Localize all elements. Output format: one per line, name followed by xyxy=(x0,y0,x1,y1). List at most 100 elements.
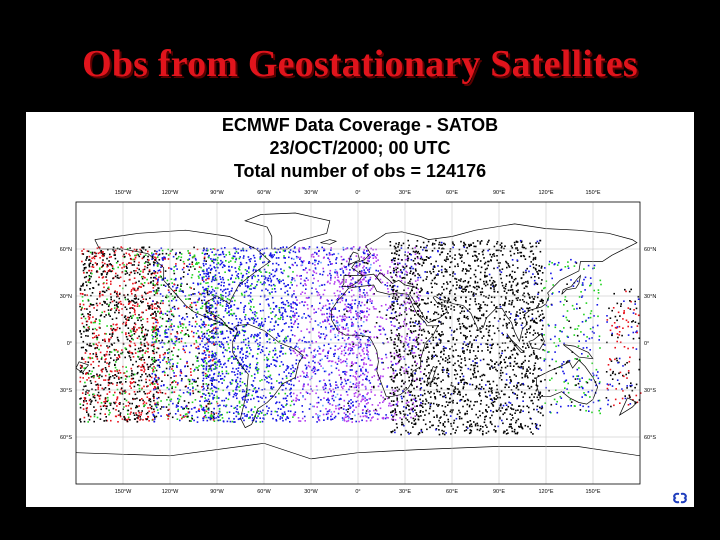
obs-point xyxy=(220,322,223,324)
obs-point xyxy=(221,266,224,269)
obs-point xyxy=(327,318,329,320)
obs-point xyxy=(130,367,133,370)
obs-point xyxy=(247,256,250,258)
obs-point xyxy=(204,360,206,362)
obs-point xyxy=(185,406,187,408)
obs-point xyxy=(254,340,257,343)
obs-point xyxy=(338,286,341,288)
obs-point xyxy=(250,301,252,303)
obs-point xyxy=(138,384,141,387)
obs-point xyxy=(182,407,184,410)
obs-point xyxy=(113,291,116,294)
obs-point xyxy=(319,410,322,412)
obs-point xyxy=(154,367,156,369)
obs-point xyxy=(277,317,280,320)
obs-point xyxy=(126,316,129,319)
obs-point xyxy=(344,328,346,330)
obs-point xyxy=(330,274,332,277)
obs-point xyxy=(143,344,146,347)
obs-point xyxy=(244,415,246,417)
obs-point xyxy=(128,274,131,276)
obs-point xyxy=(216,402,219,405)
obs-point xyxy=(79,398,81,400)
obs-point xyxy=(152,370,154,372)
obs-point xyxy=(266,334,268,337)
obs-point xyxy=(362,292,365,294)
obs-point xyxy=(164,270,167,272)
obs-point xyxy=(142,269,145,271)
obs-point xyxy=(102,405,105,407)
obs-point xyxy=(312,282,314,284)
obs-point xyxy=(207,329,210,331)
obs-point xyxy=(210,258,212,260)
obs-point xyxy=(362,372,364,375)
obs-point xyxy=(205,263,207,265)
obs-point xyxy=(194,257,197,260)
obs-point xyxy=(176,365,178,367)
obs-point xyxy=(141,354,144,356)
obs-point xyxy=(312,355,315,357)
obs-point xyxy=(196,366,199,369)
obs-point xyxy=(394,369,397,372)
obs-point xyxy=(104,355,106,357)
obs-point xyxy=(345,345,347,348)
obs-point xyxy=(298,247,301,249)
obs-point xyxy=(273,308,275,310)
obs-point xyxy=(188,263,191,265)
obs-point xyxy=(362,333,364,335)
obs-point xyxy=(266,279,269,281)
obs-point xyxy=(366,339,369,341)
obs-point xyxy=(335,405,337,407)
obs-point xyxy=(363,334,366,337)
obs-point xyxy=(201,307,203,310)
obs-point xyxy=(244,318,247,321)
obs-point xyxy=(95,335,98,337)
obs-point xyxy=(390,414,393,416)
obs-point xyxy=(294,251,297,254)
obs-point xyxy=(192,317,194,319)
obs-point xyxy=(141,330,143,333)
obs-point xyxy=(284,397,287,400)
obs-point xyxy=(282,329,284,331)
obs-point xyxy=(87,299,90,302)
obs-point xyxy=(304,269,306,271)
obs-point xyxy=(359,341,361,343)
obs-point xyxy=(343,313,346,316)
obs-point xyxy=(348,272,351,274)
obs-point xyxy=(317,416,320,418)
obs-point xyxy=(132,363,134,366)
obs-point xyxy=(102,276,105,278)
obs-point xyxy=(347,349,349,351)
obs-point xyxy=(365,267,368,269)
obs-point xyxy=(415,300,417,303)
obs-point xyxy=(114,290,116,292)
obs-point xyxy=(123,280,126,282)
obs-point xyxy=(339,283,342,285)
obs-point xyxy=(141,311,143,314)
obs-point xyxy=(123,266,125,268)
obs-point xyxy=(362,398,365,401)
obs-point xyxy=(157,321,159,324)
obs-point xyxy=(302,388,304,390)
obs-point xyxy=(187,265,189,268)
obs-point xyxy=(83,272,85,274)
obs-point xyxy=(223,379,225,382)
obs-point xyxy=(416,323,419,326)
obs-point xyxy=(253,313,256,316)
obs-point xyxy=(157,386,159,388)
obs-point xyxy=(354,371,357,373)
obs-point xyxy=(131,372,133,375)
obs-point xyxy=(90,294,92,297)
obs-point xyxy=(167,409,169,411)
obs-point xyxy=(367,402,369,404)
obs-point xyxy=(221,372,224,375)
obs-point xyxy=(351,341,354,343)
obs-point xyxy=(190,294,193,296)
obs-point xyxy=(90,260,92,262)
obs-point xyxy=(246,286,249,289)
obs-point xyxy=(394,318,397,320)
obs-point xyxy=(243,390,246,393)
obs-point xyxy=(236,385,239,388)
obs-point xyxy=(366,399,368,401)
obs-point xyxy=(223,265,226,267)
